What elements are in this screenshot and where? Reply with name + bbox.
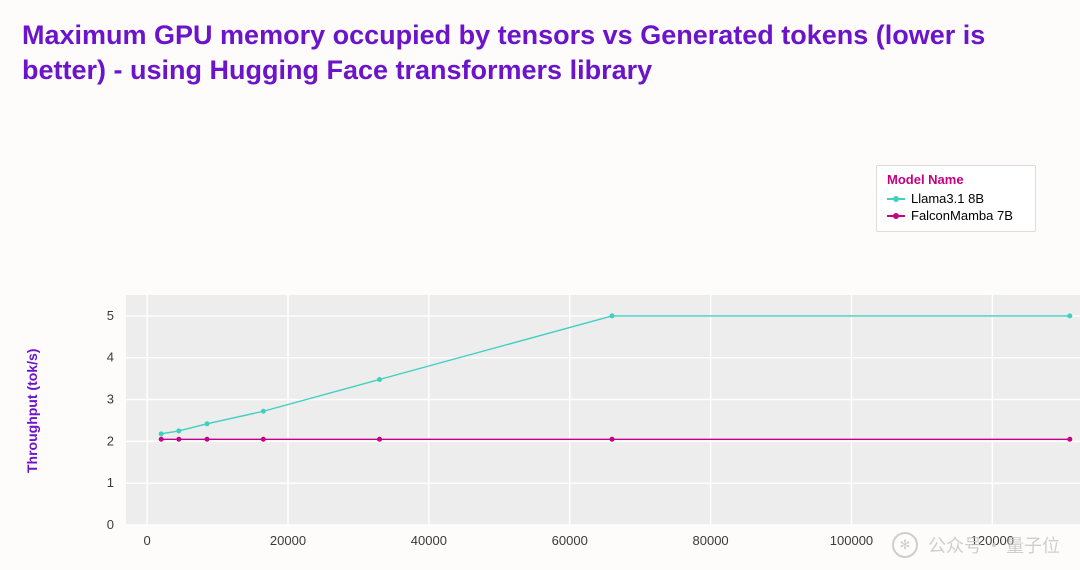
legend: Model Name Llama3.1 8B FalconMamba 7B — [876, 165, 1036, 232]
y-tick-label: 4 — [107, 350, 114, 365]
series-marker — [159, 437, 164, 442]
x-tick-label: 40000 — [411, 533, 447, 548]
legend-label: FalconMamba 7B — [911, 208, 1013, 223]
series-marker — [261, 409, 266, 414]
series-marker — [261, 437, 266, 442]
series-marker — [159, 431, 164, 436]
series-marker — [205, 421, 210, 426]
y-axis-label: Throughput (tok/s) — [24, 349, 40, 473]
legend-swatch — [887, 198, 905, 200]
legend-title: Model Name — [887, 172, 1025, 187]
series-marker — [610, 437, 615, 442]
series-marker — [610, 313, 615, 318]
y-tick-label: 5 — [107, 308, 114, 323]
series-marker — [377, 377, 382, 382]
series-marker — [1067, 313, 1072, 318]
watermark-text-1: 公众号 — [928, 532, 982, 558]
y-tick-label: 3 — [107, 392, 114, 407]
x-tick-label: 60000 — [552, 533, 588, 548]
wechat-icon: ✻ — [892, 532, 918, 558]
series-marker — [1067, 437, 1072, 442]
x-tick-label: 100000 — [830, 533, 873, 548]
legend-label: Llama3.1 8B — [911, 191, 984, 206]
x-tick-label: 0 — [144, 533, 151, 548]
series-marker — [377, 437, 382, 442]
y-tick-label: 1 — [107, 475, 114, 490]
chart-title: Maximum GPU memory occupied by tensors v… — [0, 0, 1080, 92]
watermark: ✻ 公众号 量子位 — [892, 532, 1060, 558]
y-tick-label: 0 — [107, 517, 114, 532]
chart-plot: 012345020000400006000080000100000120000 — [84, 290, 1080, 560]
x-tick-label: 20000 — [270, 533, 306, 548]
dot-icon — [992, 543, 996, 547]
y-tick-label: 2 — [107, 433, 114, 448]
legend-swatch — [887, 215, 905, 217]
x-tick-label: 80000 — [693, 533, 729, 548]
series-marker — [176, 437, 181, 442]
watermark-text-2: 量子位 — [1006, 532, 1060, 558]
legend-item: FalconMamba 7B — [887, 208, 1025, 223]
series-marker — [205, 437, 210, 442]
series-marker — [176, 428, 181, 433]
legend-item: Llama3.1 8B — [887, 191, 1025, 206]
